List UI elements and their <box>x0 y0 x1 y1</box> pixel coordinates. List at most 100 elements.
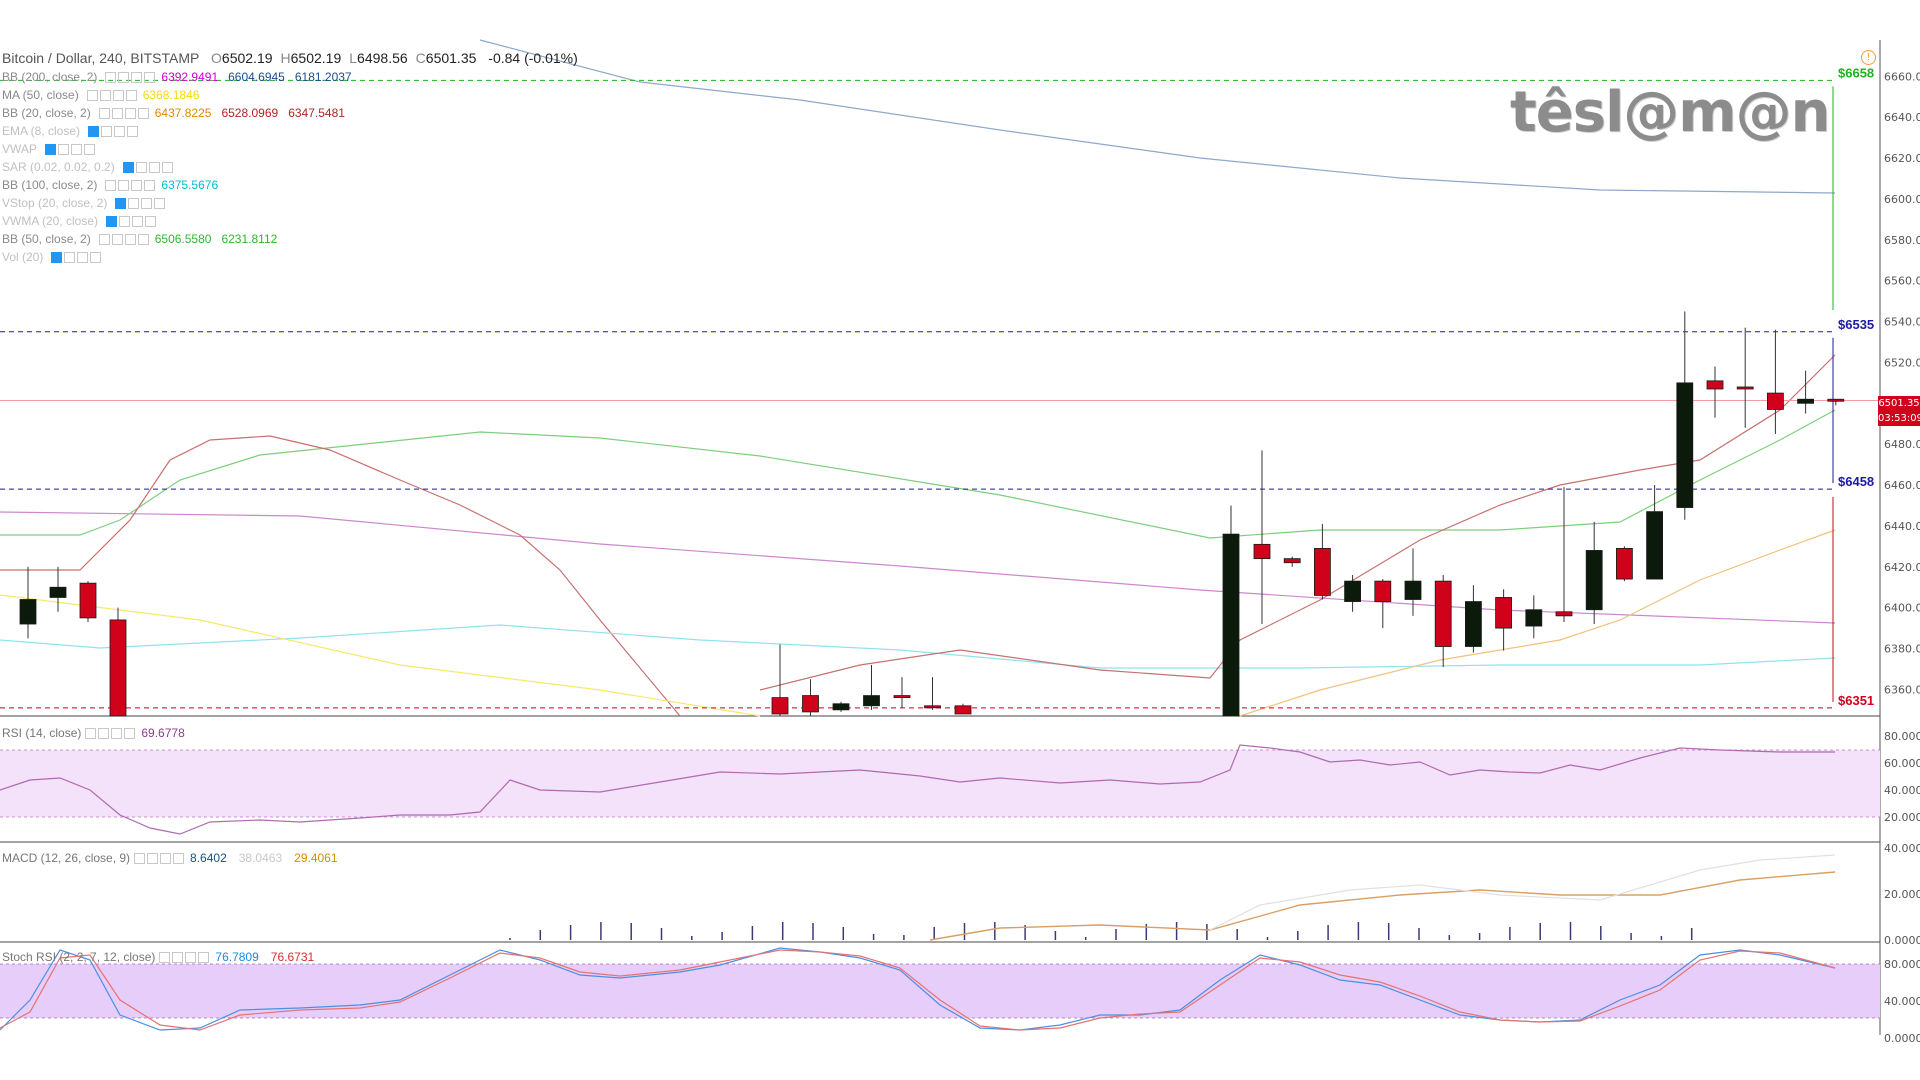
price-change: -0.84 (-0.01%) <box>488 50 578 66</box>
settings-icon[interactable] <box>101 125 113 137</box>
indicator-name[interactable]: BB (100, close, 2) <box>2 178 98 192</box>
indicator-name[interactable]: EMA (8, close) <box>2 124 81 138</box>
rsi-name[interactable]: RSI (14, close) <box>2 726 82 740</box>
price-tick-label: 6400.00 <box>1884 602 1920 615</box>
settings-icon[interactable] <box>64 251 76 263</box>
indicator-name[interactable]: VWAP <box>2 142 37 156</box>
candle-body <box>1283 558 1301 564</box>
indicator-row[interactable]: SAR (0.02, 0.02, 0.2) <box>2 158 362 176</box>
indicator-name[interactable]: BB (50, close, 2) <box>2 232 91 246</box>
indicator-row[interactable]: VWMA (20, close) <box>2 212 362 230</box>
close-icon[interactable] <box>154 197 166 209</box>
stoch-d-line <box>0 949 1836 1031</box>
settings-icon[interactable] <box>119 215 131 227</box>
visibility-icon[interactable] <box>44 143 56 155</box>
candle-body <box>109 619 127 717</box>
close-icon[interactable] <box>125 89 137 101</box>
bb50-basis-line <box>0 409 1836 539</box>
settings-icon[interactable] <box>99 89 111 101</box>
indicator-value: 6347.5481 <box>288 106 345 120</box>
symbol-name[interactable]: Bitcoin / Dollar, 240, BITSTAMP <box>2 50 200 66</box>
add-icon[interactable] <box>131 179 143 191</box>
indicator-row[interactable]: MA (50, close) 6368.1846 <box>2 86 362 104</box>
close-icon[interactable] <box>90 251 102 263</box>
indicator-row[interactable]: BB (100, close, 2) 6375.5676 <box>2 176 362 194</box>
indicator-name[interactable]: VWMA (20, close) <box>2 214 99 228</box>
visibility-icon[interactable] <box>88 125 100 137</box>
indicator-row[interactable]: BB (200, close, 2) 6392.9491 6604.6945 6181… <box>2 68 362 86</box>
settings-icon[interactable] <box>118 71 130 83</box>
settings-icon[interactable] <box>128 197 140 209</box>
macd-name[interactable]: MACD (12, 26, close, 9) <box>2 851 131 865</box>
candle-body <box>1344 580 1361 602</box>
close-icon[interactable] <box>161 161 173 173</box>
settings-icon[interactable] <box>57 143 69 155</box>
visibility-icon[interactable] <box>122 161 134 173</box>
candle-body <box>49 586 67 598</box>
stoch-name[interactable]: Stoch RSI (2, 2, 7, 12, close) <box>2 950 156 964</box>
add-icon[interactable] <box>124 233 136 245</box>
indicator-name[interactable]: SAR (0.02, 0.02, 0.2) <box>2 160 115 174</box>
candle-body <box>1706 380 1724 390</box>
indicator-value: 6604.6945 <box>228 70 285 84</box>
visibility-icon[interactable] <box>98 233 110 245</box>
settings-icon[interactable] <box>135 161 147 173</box>
visibility-icon[interactable] <box>51 251 63 263</box>
add-icon[interactable] <box>124 107 136 119</box>
candle-body <box>1616 548 1633 580</box>
visibility-icon[interactable] <box>98 107 110 119</box>
indicator-row[interactable]: BB (20, close, 2) 6437.8225 6528.0969 6347.… <box>2 104 362 122</box>
close-icon[interactable] <box>83 143 95 155</box>
visibility-icon[interactable] <box>105 71 117 83</box>
indicator-name[interactable]: VStop (20, close, 2) <box>2 196 108 210</box>
add-icon[interactable] <box>70 143 82 155</box>
indicator-name[interactable]: BB (20, close, 2) <box>2 106 91 120</box>
price-tick-label: 6420.00 <box>1884 561 1920 574</box>
indicator-name[interactable]: MA (50, close) <box>2 88 79 102</box>
price-tick-label: 6460.00 <box>1884 479 1920 492</box>
close-icon[interactable] <box>144 179 156 191</box>
close-icon[interactable] <box>127 125 139 137</box>
indicator-row[interactable]: VStop (20, close, 2) <box>2 194 362 212</box>
close-icon[interactable] <box>144 71 156 83</box>
indicator-row[interactable]: BB (50, close, 2) 6506.5580 6231.8112 <box>2 230 362 248</box>
add-icon[interactable] <box>148 161 160 173</box>
stoch-tick-label: 80.0000 <box>1884 958 1920 971</box>
add-icon[interactable] <box>77 251 89 263</box>
add-icon[interactable] <box>132 215 144 227</box>
warning-icon[interactable]: ! <box>1861 50 1876 65</box>
add-icon[interactable] <box>112 89 124 101</box>
candle-body <box>802 695 819 713</box>
visibility-icon[interactable] <box>86 89 98 101</box>
candle-body <box>863 695 880 707</box>
macd-tick-label: 40.0000 <box>1884 842 1920 855</box>
add-icon[interactable] <box>114 125 126 137</box>
indicator-row[interactable]: VWAP <box>2 140 362 158</box>
indicator-name[interactable]: Vol (20) <box>2 250 44 264</box>
close-icon[interactable] <box>145 215 157 227</box>
indicator-value: 29.4061 <box>294 851 338 865</box>
indicator-value: 38.0463 <box>238 851 283 865</box>
countdown-tag: 03:53:09 <box>1878 411 1920 426</box>
bb20-band-line <box>759 354 1836 691</box>
bb20-upper-line <box>0 435 681 717</box>
ohlc-value: 6498.56 <box>357 50 408 66</box>
visibility-icon[interactable] <box>105 179 117 191</box>
indicator-value: 76.6731 <box>270 950 315 964</box>
visibility-icon[interactable] <box>115 197 127 209</box>
add-icon[interactable] <box>141 197 153 209</box>
price-tick-label: 6480.00 <box>1884 438 1920 451</box>
ohlc-key: C <box>415 50 426 66</box>
indicator-name[interactable]: BB (200, close, 2) <box>2 70 98 84</box>
indicator-row[interactable]: EMA (8, close) <box>2 122 362 140</box>
add-icon[interactable] <box>131 71 143 83</box>
close-icon[interactable] <box>137 107 149 119</box>
macd-values: 8.6402 38.0463 29.4061 <box>190 851 349 865</box>
settings-icon[interactable] <box>111 233 123 245</box>
indicator-row[interactable]: Vol (20) <box>2 248 362 266</box>
visibility-icon[interactable] <box>106 215 118 227</box>
settings-icon[interactable] <box>118 179 130 191</box>
settings-icon[interactable] <box>111 107 123 119</box>
close-icon[interactable] <box>137 233 149 245</box>
